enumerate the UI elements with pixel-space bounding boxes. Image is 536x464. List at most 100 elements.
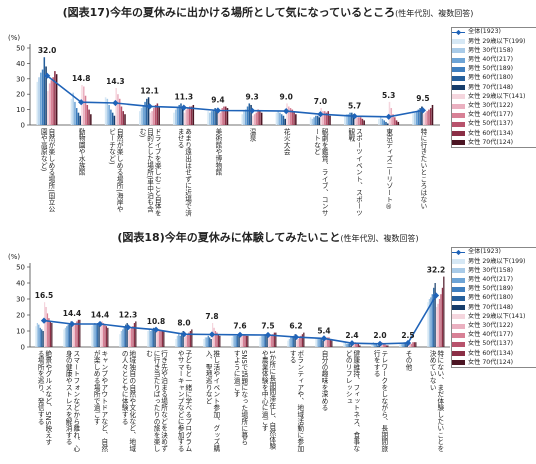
chart18-x-tick-label: 1か所に長期間滞在し、自然体験 xyxy=(268,350,276,451)
chart17-bar xyxy=(142,104,145,125)
chart17-bar xyxy=(74,101,76,125)
legend-item: 女性 70代(124) xyxy=(452,138,536,147)
chart18-bar xyxy=(122,329,124,347)
chart18-bar xyxy=(263,334,265,347)
chart17-bar xyxy=(158,106,160,125)
legend-item: 女性 60代(134) xyxy=(452,349,536,358)
chart17-bar xyxy=(394,117,396,125)
chart17-bar xyxy=(118,98,121,125)
chart17-bar xyxy=(280,114,283,125)
chart18-bar xyxy=(91,326,93,347)
chart18-bar xyxy=(403,342,405,347)
legend-swatch xyxy=(452,296,465,302)
chart17-data-label: 11.3 xyxy=(175,92,194,101)
chart17-bar xyxy=(210,111,213,125)
chart18-bar xyxy=(244,334,246,347)
chart18-data-label: 2.4 xyxy=(345,331,358,340)
legend-label: 女性 70代(124) xyxy=(468,138,514,146)
chart17-x-tick-label: 観戦 xyxy=(347,127,355,143)
chart18-bar xyxy=(316,339,318,347)
legend-swatch xyxy=(452,131,465,137)
chart18-bar xyxy=(354,342,357,347)
legend-item: 男性 50代(189) xyxy=(452,285,536,294)
chart18-total-point xyxy=(348,340,356,347)
chart18-bar xyxy=(185,335,187,347)
chart17-bar xyxy=(117,94,119,125)
chart18-bar xyxy=(216,332,218,347)
chart18-bar xyxy=(268,337,270,347)
chart17-bar xyxy=(104,97,107,125)
chart18-bar xyxy=(382,343,385,347)
chart18-x-tick-label: 自分の趣味を深める xyxy=(320,349,328,411)
chart17-bar xyxy=(250,104,252,125)
legend-item: 全体(1923) xyxy=(452,248,536,257)
legend-label: 男性 50代(189) xyxy=(468,65,514,73)
chart17-bar xyxy=(189,106,191,125)
legend-label: 女性 30代(122) xyxy=(468,321,514,329)
chart18-bar xyxy=(176,335,178,347)
chart18-bar xyxy=(296,340,298,347)
legend-item: 男性 29歳以下(199) xyxy=(452,37,536,46)
chart17-bar xyxy=(392,114,394,125)
chart18-bar xyxy=(204,337,206,347)
chart18-bar xyxy=(67,324,69,347)
chart18-bar xyxy=(290,337,292,347)
legend-item: 女性 40代(177) xyxy=(452,111,536,120)
chart17-bar xyxy=(428,109,430,125)
chart17-bar xyxy=(216,111,218,125)
chart18-bar xyxy=(294,334,296,347)
legend-label: 男性 70代(148) xyxy=(468,83,514,91)
chart18-bar xyxy=(104,324,106,347)
chart18-bar xyxy=(51,323,53,347)
chart17-bar xyxy=(41,69,44,125)
chart17-bar xyxy=(288,106,290,125)
chart18-bar xyxy=(384,343,386,347)
chart18-data-label: 7.8 xyxy=(205,312,218,321)
chart18-bar xyxy=(346,343,348,347)
chart18-bar xyxy=(234,335,236,347)
chart17-bar xyxy=(243,111,245,125)
chart18-bar xyxy=(413,342,415,347)
chart18-x-tick-label: 身の健康やストレスを解消する xyxy=(64,349,72,445)
chart18-x-tick-label: すように過ごす xyxy=(232,350,240,398)
chart17-subtitle: (性年代別、複数回答) xyxy=(395,9,474,18)
chart18-bar xyxy=(291,337,293,347)
chart18-x-tick-label: SNSで話題になった場所に暮ら xyxy=(240,350,248,446)
chart17-bar xyxy=(113,115,116,125)
chart17-x-tick-label: 花火大会 xyxy=(282,127,290,156)
legend-label: 男性 60代(180) xyxy=(468,294,514,302)
chart17-bar xyxy=(149,112,152,125)
chart17-bar xyxy=(245,109,247,125)
chart17-title-text: (図表17)今年の夏休みに出かける場所として気になっているところ xyxy=(62,6,396,19)
chart18-bar xyxy=(262,335,264,347)
chart17-y-tick-label: 50 xyxy=(16,45,25,53)
chart18-bar xyxy=(107,327,109,347)
chart17-bar xyxy=(174,109,177,125)
chart17-bar xyxy=(47,91,49,125)
chart18-bar xyxy=(433,287,435,347)
chart18-bar xyxy=(214,331,217,347)
chart17-x-tick-label: 園や高原など) xyxy=(39,128,47,172)
chart18-bar xyxy=(101,321,103,347)
chart17-y-tick-label: 30 xyxy=(16,75,25,83)
chart18-data-label: 32.2 xyxy=(427,266,446,275)
chart17-bar xyxy=(180,103,182,125)
chart18-bar xyxy=(39,327,41,347)
legend-swatch xyxy=(452,360,465,366)
chart18-y-tick-label: 20 xyxy=(16,312,25,320)
chart18-bar xyxy=(74,323,77,347)
chart18-bar xyxy=(148,329,150,347)
chart18-bar xyxy=(38,324,40,347)
legend-item: 女性 30代(122) xyxy=(452,102,536,111)
chart18-bar xyxy=(245,335,247,347)
chart18-bar xyxy=(443,276,445,347)
chart18-bar xyxy=(436,307,438,347)
chart18-bar xyxy=(123,326,125,347)
chart17-bar xyxy=(354,118,357,125)
chart17-title: (図表17)今年の夏休みに出かける場所として気になっているところ(性年代別、複数… xyxy=(0,4,536,20)
chart17-bar xyxy=(381,118,384,125)
chart17-bar xyxy=(36,81,39,125)
legend-item: 男性 30代(158) xyxy=(452,266,536,275)
chart17-bar xyxy=(329,115,331,125)
chart18-bar xyxy=(322,340,324,347)
